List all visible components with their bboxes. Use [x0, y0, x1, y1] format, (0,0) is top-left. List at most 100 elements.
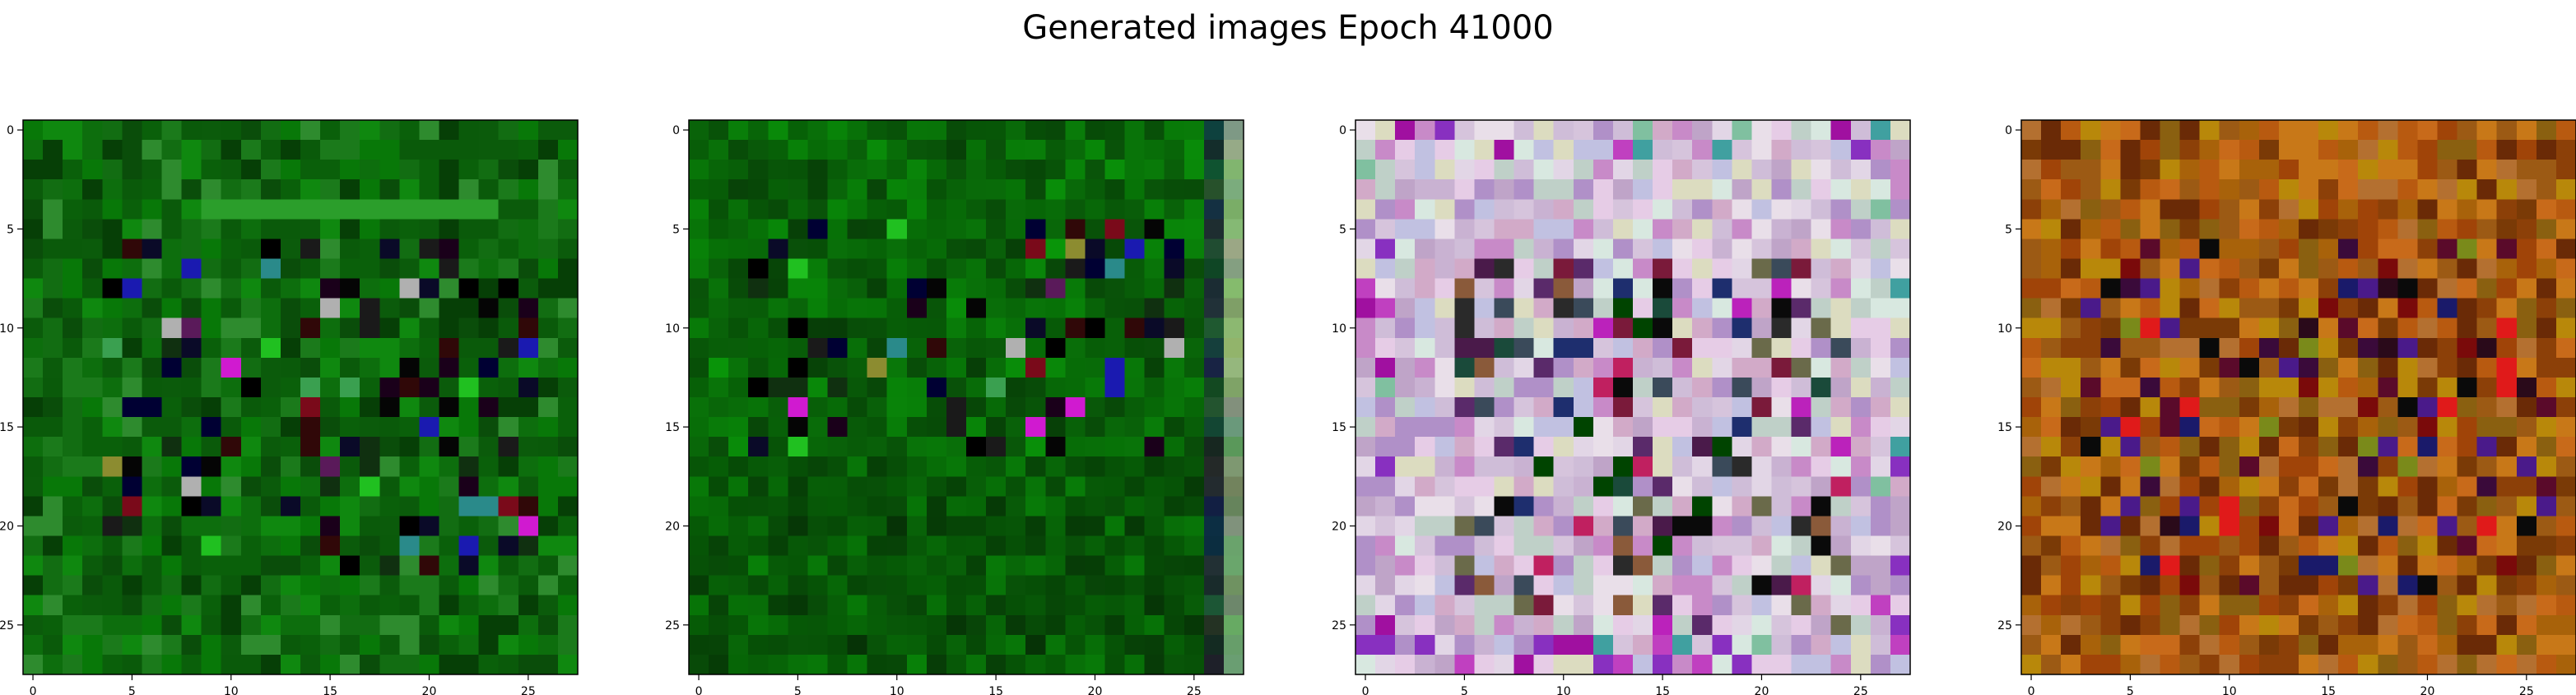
- pixel-cell: [709, 654, 729, 675]
- pixel-cell: [1144, 278, 1165, 299]
- pixel-cell: [2318, 476, 2339, 497]
- pixel-cell: [1164, 239, 1185, 259]
- pixel-cell: [1104, 634, 1126, 656]
- pixel-cell: [1712, 179, 1732, 200]
- pixel-cell: [1474, 654, 1495, 675]
- pixel-cell: [419, 654, 439, 675]
- pixel-cell: [2081, 535, 2101, 557]
- pixel-cell: [2496, 278, 2518, 299]
- pixel-cell: [2536, 337, 2557, 359]
- pixel-cell: [2516, 337, 2537, 359]
- pixel-cell: [946, 278, 967, 299]
- pixel-cell: [1573, 219, 1594, 239]
- pixel-cell: [2437, 595, 2458, 616]
- pixel-cell: [300, 239, 321, 259]
- pixel-cell: [1045, 397, 1066, 418]
- pixel-cell: [728, 437, 749, 457]
- pixel-cell: [379, 654, 400, 675]
- pixel-cell: [240, 595, 262, 616]
- pixel-cell: [1751, 516, 1772, 536]
- pixel-cell: [2476, 575, 2498, 596]
- pixel-cell: [142, 140, 162, 160]
- pixel-cell: [201, 357, 222, 378]
- pixel-cell: [1203, 199, 1225, 220]
- pixel-cell: [1144, 535, 1165, 557]
- pixel-cell: [1006, 298, 1026, 319]
- pixel-cell: [2496, 535, 2518, 557]
- pixel-cell: [360, 476, 380, 497]
- pixel-cell: [2536, 160, 2557, 180]
- pixel-cell: [1164, 535, 1185, 557]
- pixel-cell: [986, 575, 1007, 596]
- pixel-cell: [2041, 555, 2062, 577]
- pixel-cell: [1474, 496, 1495, 517]
- pixel-cell: [1355, 634, 1376, 656]
- pixel-cell: [926, 595, 947, 616]
- pixel-cell: [728, 179, 749, 200]
- pixel-cell: [2338, 535, 2359, 557]
- pixel-cell: [827, 337, 849, 359]
- pixel-cell: [1355, 555, 1376, 577]
- pixel-cell: [2081, 140, 2101, 160]
- pixel-cell: [518, 417, 539, 438]
- pixel-cell: [419, 476, 439, 497]
- pixel-cell: [946, 496, 967, 517]
- pixel-cell: [906, 397, 928, 418]
- pixel-cell: [1830, 179, 1852, 200]
- pixel-cell: [1395, 317, 1416, 339]
- pixel-cell: [1494, 258, 1515, 280]
- pixel-cell: [142, 614, 162, 636]
- pixel-cell: [1573, 120, 1594, 141]
- pixel-cell: [82, 456, 103, 477]
- pixel-cell: [458, 476, 480, 497]
- pixel-cell: [340, 317, 360, 339]
- pixel-cell: [439, 278, 460, 299]
- pixel-cell: [122, 219, 142, 239]
- pixel-cell: [1104, 140, 1126, 160]
- pixel-cell: [1672, 417, 1693, 438]
- pixel-cell: [1223, 397, 1244, 418]
- pixel-cell: [827, 417, 849, 438]
- pixel-cell: [2536, 437, 2557, 457]
- pixel-cell: [1514, 654, 1535, 675]
- pixel-cell: [2239, 357, 2260, 378]
- pixel-cell: [2239, 614, 2260, 636]
- pixel-cell: [1006, 337, 1026, 359]
- pixel-cell: [1612, 456, 1634, 477]
- pixel-cell: [1653, 179, 1673, 200]
- pixel-cell: [201, 337, 222, 359]
- pixel-cell: [946, 219, 967, 239]
- pixel-cell: [2081, 298, 2101, 319]
- pixel-cell: [1494, 516, 1515, 536]
- pixel-cell: [498, 595, 519, 616]
- pixel-cell: [1025, 258, 1046, 280]
- pixel-cell: [1791, 278, 1812, 299]
- pixel-cell: [1045, 575, 1066, 596]
- pixel-cell: [379, 516, 400, 536]
- pixel-cell: [2496, 317, 2518, 339]
- pixel-cell: [2417, 397, 2438, 418]
- pixel-cell: [1653, 417, 1673, 438]
- pixel-cell: [1612, 258, 1634, 280]
- pixel-cell: [142, 160, 162, 180]
- pixel-cell: [142, 575, 162, 596]
- pixel-cell: [1633, 654, 1653, 675]
- pixel-cell: [2179, 417, 2201, 438]
- pixel-cell: [946, 317, 967, 339]
- pixel-cell: [63, 337, 83, 359]
- pixel-cell: [788, 199, 808, 220]
- pixel-cell: [2318, 357, 2339, 378]
- pixel-cell: [1751, 239, 1772, 259]
- pixel-cell: [847, 595, 868, 616]
- pixel-cell: [419, 179, 439, 200]
- pixel-cell: [537, 456, 559, 477]
- pixel-cell: [886, 614, 908, 636]
- pixel-cell: [2555, 120, 2576, 141]
- pixel-cell: [748, 476, 769, 497]
- pixel-cell: [2100, 476, 2121, 497]
- pixel-cell: [2457, 160, 2478, 180]
- pixel-cell: [709, 555, 729, 577]
- pixel-cell: [2041, 634, 2062, 656]
- pixel-cell: [1183, 258, 1205, 280]
- pixel-cell: [122, 614, 142, 636]
